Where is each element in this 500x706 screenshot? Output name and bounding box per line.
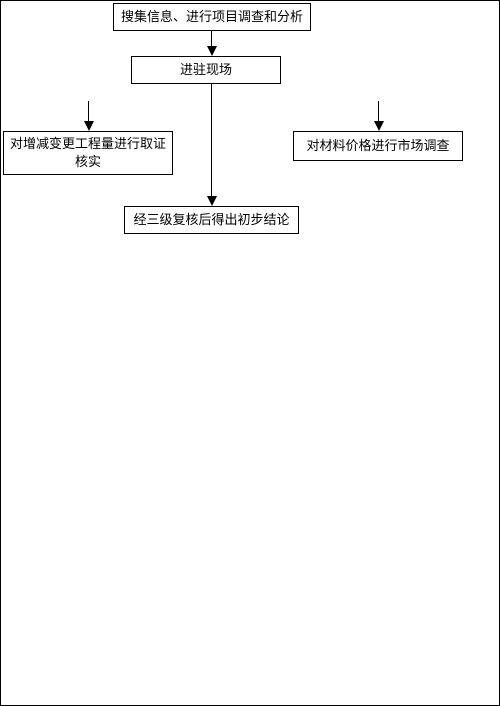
node-label: 对材料价格进行市场调查 <box>306 137 449 155</box>
node-label: 经三级复核后得出初步结论 <box>133 211 289 229</box>
arrow-head-2-5 <box>207 196 217 206</box>
arrow-line-right <box>378 101 379 123</box>
flowchart-node-verify-changes: 对增减变更工程量进行取证核实 <box>3 131 173 175</box>
node-label: 对增减变更工程量进行取证核实 <box>10 135 166 171</box>
node-label: 搜集信息、进行项目调查和分析 <box>121 8 303 26</box>
flowchart-node-enter-site: 进驻现场 <box>131 56 281 84</box>
flowchart-node-conclusion: 经三级复核后得出初步结论 <box>124 206 299 234</box>
arrow-head-1-2 <box>207 46 217 56</box>
arrow-head-left <box>84 121 94 131</box>
arrow-line-left <box>88 101 89 123</box>
arrow-head-right <box>374 121 384 131</box>
flowchart-node-collect-info: 搜集信息、进行项目调查和分析 <box>113 3 311 31</box>
node-label: 进驻现场 <box>180 61 232 79</box>
arrow-line-2-5 <box>211 84 212 197</box>
flowchart-node-market-survey: 对材料价格进行市场调查 <box>293 131 463 161</box>
